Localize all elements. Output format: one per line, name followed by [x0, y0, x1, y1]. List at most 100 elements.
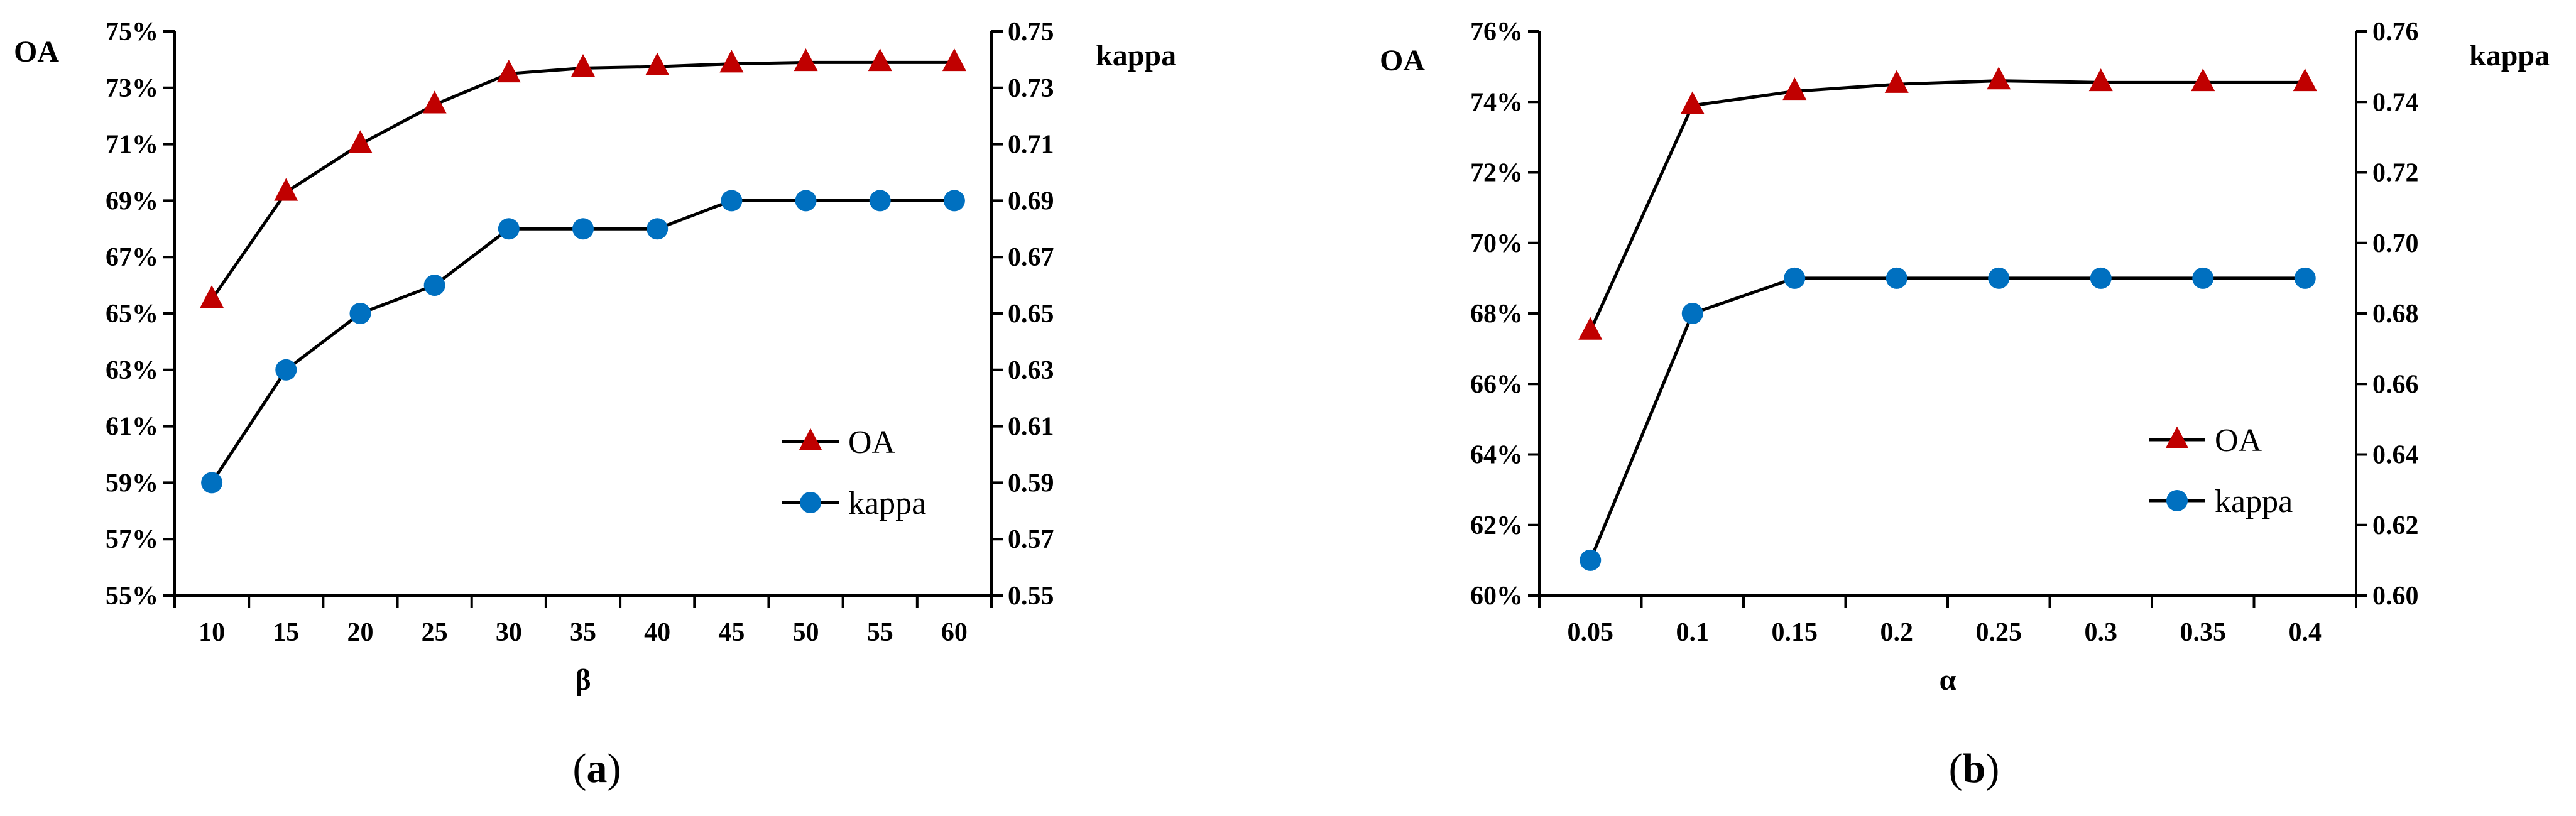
chart-b-x-tick-label: 0.3	[2085, 618, 2118, 647]
chart-b-series-kappa-point	[1988, 267, 2010, 289]
chart-a-series-oa-point	[422, 90, 447, 114]
chart-a-series-oa-point	[645, 52, 670, 75]
chart-a-left-tick-label: 57%	[106, 525, 158, 554]
chart-b-x-tick-label: 0.25	[1976, 618, 2022, 647]
chart-b-series-kappa-point	[1784, 267, 1806, 289]
chart-a-xlabel: β	[575, 663, 591, 697]
chart-b-series-oa-point	[2191, 68, 2215, 92]
chart-a-left-tick-label: 59%	[106, 469, 158, 498]
chart-a-x-tick-label: 50	[793, 618, 819, 647]
chart-a-series-kappa-line	[210, 199, 954, 484]
chart-b-series-oa-point	[2088, 68, 2113, 92]
chart-b-ylabel-left: OA	[1380, 44, 1425, 77]
chart-b-left-tick-label: 64%	[1470, 441, 1523, 470]
chart-a-right-tick-label: 0.75	[1008, 18, 1054, 46]
chart-a-series-kappa-point	[423, 275, 445, 296]
chart-a-series-oa-line	[210, 60, 954, 300]
chart-b-series-oa-point	[1782, 77, 1807, 101]
chart-b-right-tick-label: 0.68	[2372, 300, 2419, 329]
chart-b-series-oa-line	[1588, 79, 2305, 332]
chart-a-series-kappa-point	[349, 303, 371, 324]
chart-b-caption: (b)	[1949, 746, 2000, 792]
chart-a-left-tick-label: 63%	[106, 356, 158, 385]
chart-b-legend-marker-oa	[2166, 426, 2188, 448]
chart-a-series-kappa-point	[572, 218, 594, 240]
chart-b-left-tick-label: 68%	[1470, 300, 1523, 329]
chart-a-series-kappa-point	[943, 190, 965, 212]
chart-a-left-tick-label: 73%	[106, 74, 158, 103]
chart-a-x-tick-label: 15	[273, 618, 299, 647]
chart-b-left-tick-label: 72%	[1470, 159, 1523, 188]
chart-b-series-kappa-point	[2294, 267, 2316, 289]
chart-a-ylabel-left: OA	[14, 35, 59, 68]
chart-b-series-oa-point	[1987, 67, 2011, 90]
chart-b-series-kappa-line	[1588, 276, 2305, 561]
chart-a-right-tick-label: 0.67	[1008, 243, 1054, 272]
chart-a-series-oa-point	[496, 59, 521, 83]
chart-a-x-tick-label: 35	[570, 618, 596, 647]
chart-a-series-kappa-point	[795, 190, 817, 212]
chart-a-series-oa-point	[868, 48, 892, 72]
chart-a-left-tick-label: 71%	[106, 131, 158, 160]
chart-b-left-tick-label: 76%	[1470, 18, 1523, 46]
chart-a-series-oa-point	[571, 53, 595, 77]
chart-a-series-oa-point	[794, 48, 818, 72]
chart-b-left-tick-label: 74%	[1470, 88, 1523, 117]
chart-a-left-tick-label: 75%	[106, 18, 158, 46]
chart-b-left-tick-label: 66%	[1470, 370, 1523, 399]
chart-a-x-tick-label: 20	[347, 618, 373, 647]
chart-a-x-tick-label: 60	[941, 618, 968, 647]
chart-b-x-tick-label: 0.2	[1880, 618, 1914, 647]
chart-b-legend-marker-kappa	[2166, 490, 2188, 511]
chart-b-series-kappa-point	[1886, 267, 1907, 289]
chart-b-series-oa-point	[1578, 317, 1603, 340]
chart-b-right-tick-label: 0.70	[2372, 229, 2419, 258]
chart-a-left-tick-label: 67%	[106, 243, 158, 272]
chart-a-legend-label: OA	[848, 425, 896, 460]
chart-a-right-tick-label: 0.61	[1008, 413, 1054, 442]
chart-b-legend-label: kappa	[2215, 484, 2293, 520]
chart-a-series-kappa-point	[498, 218, 520, 240]
chart-a-right-tick-label: 0.55	[1008, 582, 1054, 611]
chart-a-right-tick-label: 0.69	[1008, 187, 1054, 215]
chart-a-legend-marker-oa	[799, 428, 822, 450]
chart-a-right-tick-label: 0.59	[1008, 469, 1054, 498]
chart-a-ylabel-right: kappa	[1096, 39, 1176, 72]
chart-b-x-tick-label: 0.35	[2180, 618, 2227, 647]
chart-b-x-tick-label: 0.15	[1772, 618, 1818, 647]
chart-a-left-tick-label: 55%	[106, 582, 158, 611]
chart-a-legend-marker-kappa	[800, 492, 821, 513]
chart-a-series-oa-point	[200, 285, 224, 308]
chart-b-right-tick-label: 0.76	[2372, 18, 2419, 46]
chart-b-series-kappa-point	[1580, 549, 1602, 571]
chart-a-x-tick-label: 30	[496, 618, 522, 647]
chart-a-series-oa-point	[719, 50, 744, 73]
chart-a-right-tick-label: 0.65	[1008, 300, 1054, 329]
chart-a-series-kappa-point	[647, 218, 669, 240]
chart-b-series-oa-point	[1884, 70, 1909, 93]
chart-b-right-tick-label: 0.64	[2372, 441, 2419, 470]
chart-b-series-kappa-point	[2090, 267, 2112, 289]
chart-b-x-tick-label: 0.05	[1568, 618, 1614, 647]
chart-b-right-tick-label: 0.66	[2372, 370, 2419, 399]
chart-b-left-tick-label: 60%	[1470, 582, 1523, 611]
chart-b-xlabel: α	[1940, 663, 1957, 697]
chart-b-right-tick-label: 0.72	[2372, 159, 2419, 188]
chart-b-x-tick-label: 0.1	[1676, 618, 1710, 647]
chart-a-x-tick-label: 45	[718, 618, 745, 647]
chart-a-x-tick-label: 55	[867, 618, 893, 647]
chart-a-series-oa-point	[942, 48, 966, 72]
chart-b-right-tick-label: 0.62	[2372, 511, 2419, 540]
chart-a-series-oa-point	[274, 178, 298, 201]
chart-b-right-tick-label: 0.60	[2372, 582, 2419, 611]
chart-a-series-kappa-point	[275, 359, 297, 381]
chart-b-legend-label: OA	[2215, 423, 2262, 459]
chart-a-right-tick-label: 0.73	[1008, 74, 1054, 103]
chart-b-ylabel-right: kappa	[2469, 39, 2550, 72]
chart-a-caption: (a)	[573, 746, 621, 792]
chart-a-series-oa-point	[348, 130, 373, 153]
chart-b-series-kappa-point	[1681, 303, 1703, 324]
chart-a-series-kappa-point	[201, 472, 223, 494]
